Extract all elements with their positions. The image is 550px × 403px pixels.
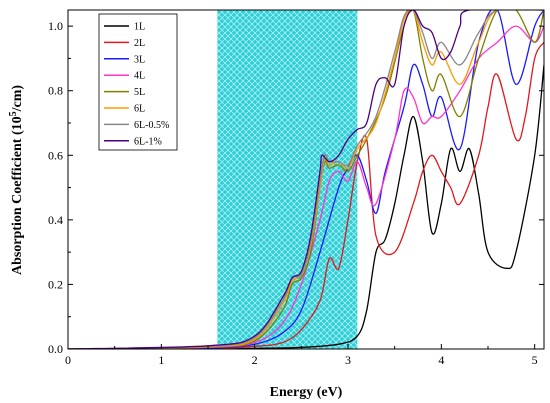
x-tick-label: 4	[438, 353, 444, 367]
x-tick-label: 3	[345, 353, 351, 367]
y-axis-title-exponent: 5	[8, 111, 19, 116]
x-tick-label: 2	[252, 353, 258, 367]
series-layer	[68, 10, 544, 349]
y-tick-label: 0.2	[48, 277, 63, 291]
y-tick-label: 1.0	[48, 19, 63, 33]
x-tick-label: 0	[65, 353, 71, 367]
series-line-8	[68, 10, 544, 349]
series-line-1	[68, 64, 544, 349]
y-axis-title-main: Absorption Coefficient (10	[10, 116, 25, 275]
y-tick-label: 0.4	[48, 213, 63, 227]
legend-label-3: 3L	[134, 54, 145, 65]
x-tick-label: 5	[532, 353, 538, 367]
y-tick-label: 0.0	[48, 342, 63, 356]
x-tick-label: 1	[158, 353, 164, 367]
legend-label-7: 6L-0.5%	[134, 120, 169, 131]
series-line-2	[68, 41, 544, 349]
legend: 1L 2L 3L 4L 5L 6L 6L-0.5% 6L-1%	[98, 13, 178, 151]
y-tick-label: 0.6	[48, 148, 63, 162]
legend-label-6: 6L	[134, 104, 145, 115]
x-axis-ticks: 0 1 2 3 4 5	[65, 344, 538, 367]
legend-label-2: 2L	[134, 38, 145, 49]
series-line-6	[68, 10, 544, 349]
y-axis-title: Absorption Coefficient (105/cm)	[8, 85, 25, 275]
legend-label-4: 4L	[134, 71, 145, 82]
y-tick-label: 0.8	[48, 84, 63, 98]
legend-label-5: 5L	[134, 87, 145, 98]
legend-frame	[98, 13, 178, 151]
plot-frame	[67, 9, 545, 350]
series-line-5	[68, 10, 544, 349]
legend-label-1: 1L	[134, 22, 145, 33]
y-axis-ticks: 0.0 0.2 0.4 0.6 0.8 1.0	[48, 19, 544, 356]
x-axis-title: Energy (eV)	[270, 385, 343, 400]
legend-items: 1L 2L 3L 4L 5L 6L 6L-0.5% 6L-1%	[104, 22, 169, 147]
legend-label-8: 6L-1%	[134, 136, 162, 147]
y-axis-title-unit: /cm)	[10, 85, 25, 113]
